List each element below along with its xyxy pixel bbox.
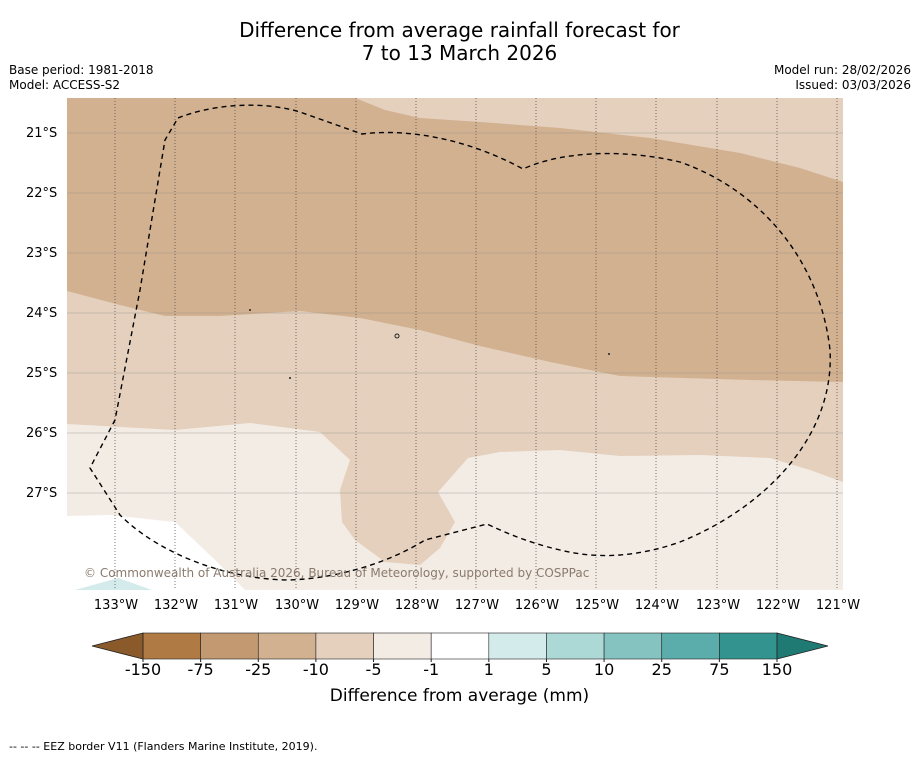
longitude-gridlines — [114, 98, 838, 590]
lat-label-26s: 26°S — [26, 426, 58, 441]
island-marker — [608, 353, 610, 355]
colorbar-segments — [142, 632, 778, 660]
lat-label-21s: 21°S — [26, 126, 58, 141]
colorbar-tick-label: -150 — [124, 660, 162, 679]
colorbar-segment — [430, 632, 490, 660]
colorbar-max-arrow — [776, 632, 829, 660]
base-period: Base period: 1981-2018 — [9, 63, 154, 77]
lon-label-121w: 121°W — [815, 598, 861, 613]
lat-label-24s: 24°S — [26, 306, 58, 321]
colorbar-segment — [200, 632, 259, 660]
lon-label-132w: 132°W — [153, 598, 199, 613]
colorbar-tick-label: -75 — [187, 660, 214, 679]
colorbar-segment — [546, 632, 605, 660]
title-line-2: 7 to 13 March 2026 — [361, 41, 558, 65]
lon-label-130w: 130°W — [274, 598, 320, 613]
lon-label-126w: 126°W — [514, 598, 560, 613]
island-marker — [249, 309, 251, 311]
lon-label-123w: 123°W — [695, 598, 741, 613]
lon-label-131w: 131°W — [213, 598, 259, 613]
colorbar-label: Difference from average (mm) — [329, 686, 590, 706]
colorbar-segment — [603, 632, 663, 660]
lon-label-125w: 125°W — [574, 598, 620, 613]
colorbar-tick-label: 10 — [593, 660, 615, 679]
colorbar-segment — [719, 632, 778, 660]
meta-right: Model run: 28/02/2026 Issued: 03/03/2026 — [774, 63, 911, 93]
lat-label-25s: 25°S — [26, 366, 58, 381]
colorbar-segment — [257, 632, 317, 660]
region-light-blue — [75, 578, 152, 590]
colorbar-tickmarks — [142, 659, 778, 662]
colorbar-tick-label: 25 — [651, 660, 672, 679]
colorbar-segment — [373, 632, 432, 660]
island-marker — [394, 333, 400, 339]
colorbar-segment — [142, 632, 201, 660]
colorbar-tick-label: -25 — [245, 660, 272, 679]
lon-label-127w: 127°W — [454, 598, 500, 613]
colorbar-tick-label: 1 — [483, 660, 494, 679]
colorbar-tick-label: 150 — [761, 660, 793, 679]
lon-label-133w: 133°W — [93, 598, 139, 613]
eez-legend: -- -- -- EEZ border V11 (Flanders Marine… — [9, 740, 318, 753]
region-white — [67, 515, 245, 590]
lon-label-129w: 129°W — [334, 598, 380, 613]
lat-label-23s: 23°S — [26, 246, 58, 261]
title-line-1: Difference from average rainfall forecas… — [239, 18, 680, 42]
colorbar-tick-label: -5 — [365, 660, 382, 679]
lat-label-27s: 27°S — [26, 486, 58, 501]
lon-label-124w: 124°W — [634, 598, 680, 613]
colorbar-segment — [488, 632, 547, 660]
meta-left: Base period: 1981-2018 Model: ACCESS-S2 — [9, 63, 154, 93]
colorbar-segment — [661, 632, 720, 660]
model-run: Model run: 28/02/2026 — [773, 63, 911, 77]
region-medium-brown — [67, 98, 843, 382]
island-marker — [289, 377, 291, 379]
colorbar-tick-label: -10 — [302, 660, 329, 679]
chart-title: Difference from average rainfall forecas… — [0, 19, 919, 65]
lon-label-128w: 128°W — [394, 598, 440, 613]
latitude-gridlines — [67, 132, 843, 494]
colorbar-segment — [315, 632, 374, 660]
issued-date: Issued: 03/03/2026 — [795, 78, 911, 92]
colorbar-tick-label: 75 — [709, 660, 730, 679]
colorbar-tick-label: 5 — [541, 660, 552, 679]
eez-border — [89, 104, 831, 581]
lon-label-122w: 122°W — [755, 598, 801, 613]
colorbar-min-arrow — [91, 632, 144, 660]
model-name: Model: ACCESS-S2 — [9, 78, 121, 92]
lat-label-22s: 22°S — [26, 186, 58, 201]
copyright-text: © Commonwealth of Australia 2026, Bureau… — [84, 566, 589, 580]
colorbar-tick-label: -1 — [423, 660, 440, 679]
